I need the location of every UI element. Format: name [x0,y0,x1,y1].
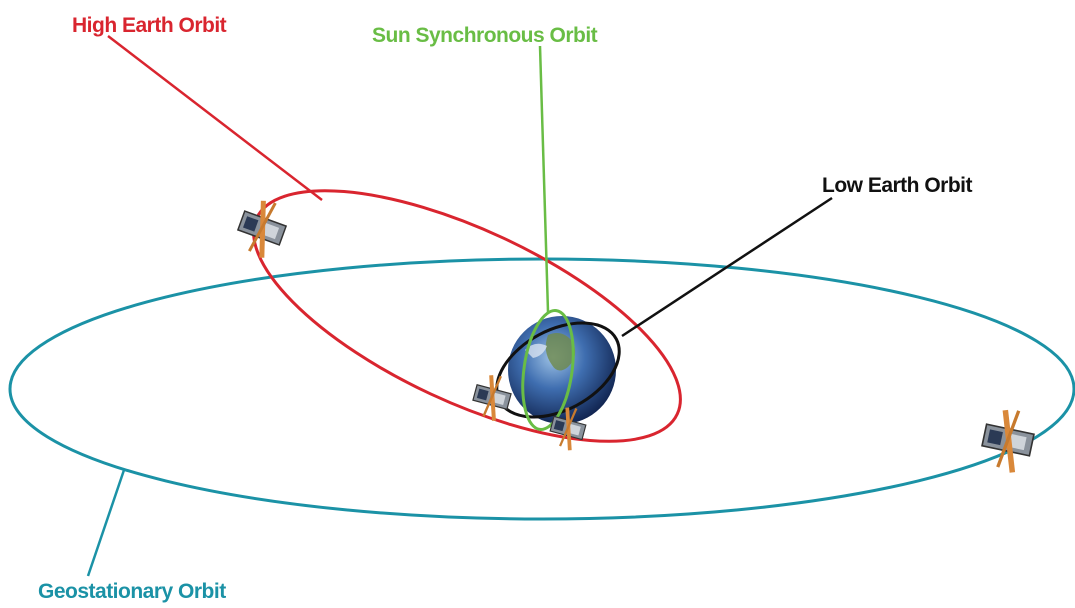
orbit-label: Low Earth Orbit [822,174,973,197]
orbit-diagram: High Earth Orbit Sun Synchronous Orbit L… [0,0,1075,608]
satellite [978,405,1038,475]
leader-line [108,36,322,200]
leader-line [88,470,124,576]
orbit-label: High Earth Orbit [72,14,227,37]
leader-line [622,198,832,336]
orbit-label: Geostationary Orbit [38,580,226,603]
orbit-label: Sun Synchronous Orbit [372,24,598,47]
high-earth-orbit [220,140,713,492]
satellite [469,371,515,423]
page: High Earth Orbit Sun Synchronous Orbit L… [0,0,1075,608]
satellite [232,194,292,262]
leader-line [540,46,548,312]
